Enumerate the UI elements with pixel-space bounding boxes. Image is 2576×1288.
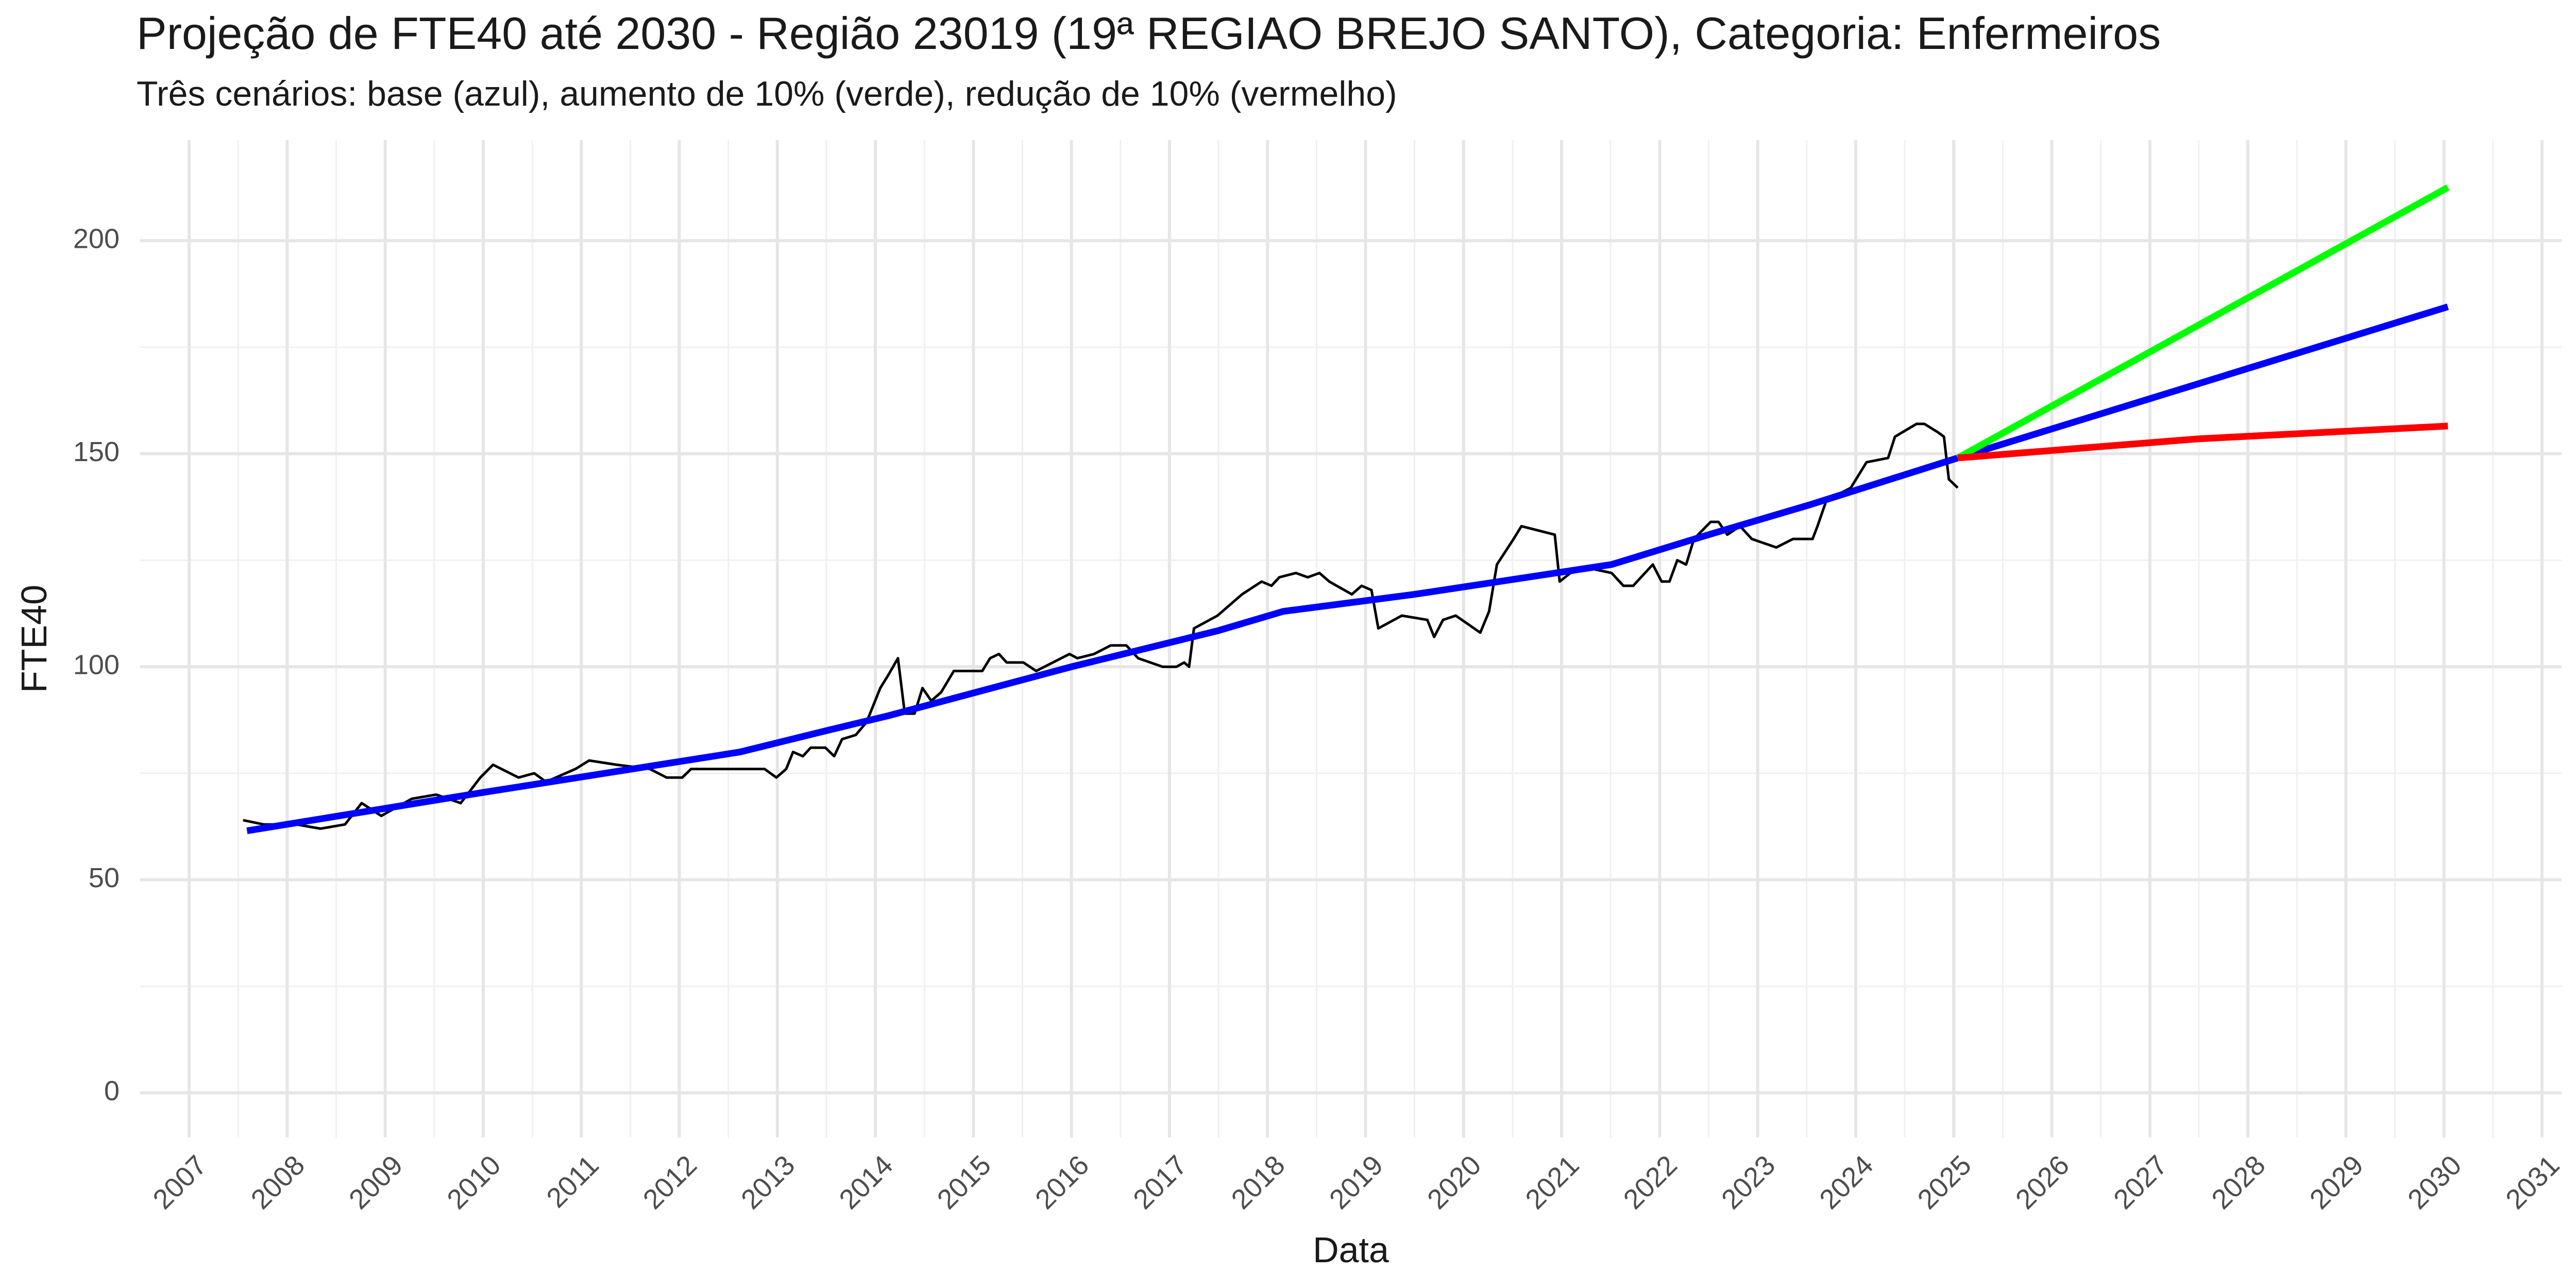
y-tick-label: 50	[89, 862, 120, 893]
data-line	[246, 303, 2449, 835]
chart-subtitle: Três cenários: base (azul), aumento de 1…	[137, 74, 1397, 113]
data-line	[1957, 422, 2448, 462]
y-tick-label: 0	[104, 1075, 120, 1106]
y-tick-label: 150	[73, 436, 120, 467]
data-line	[1956, 184, 2450, 461]
x-axis-title: Data	[1313, 1230, 1389, 1270]
data-line	[243, 422, 1959, 830]
y-tick-label: 200	[73, 223, 120, 254]
y-axis-title: FTE40	[14, 585, 54, 693]
y-tick-label: 100	[73, 649, 120, 680]
plot-area	[243, 184, 2450, 835]
chart-title: Projeção de FTE40 até 2030 - Região 2301…	[137, 8, 2161, 59]
